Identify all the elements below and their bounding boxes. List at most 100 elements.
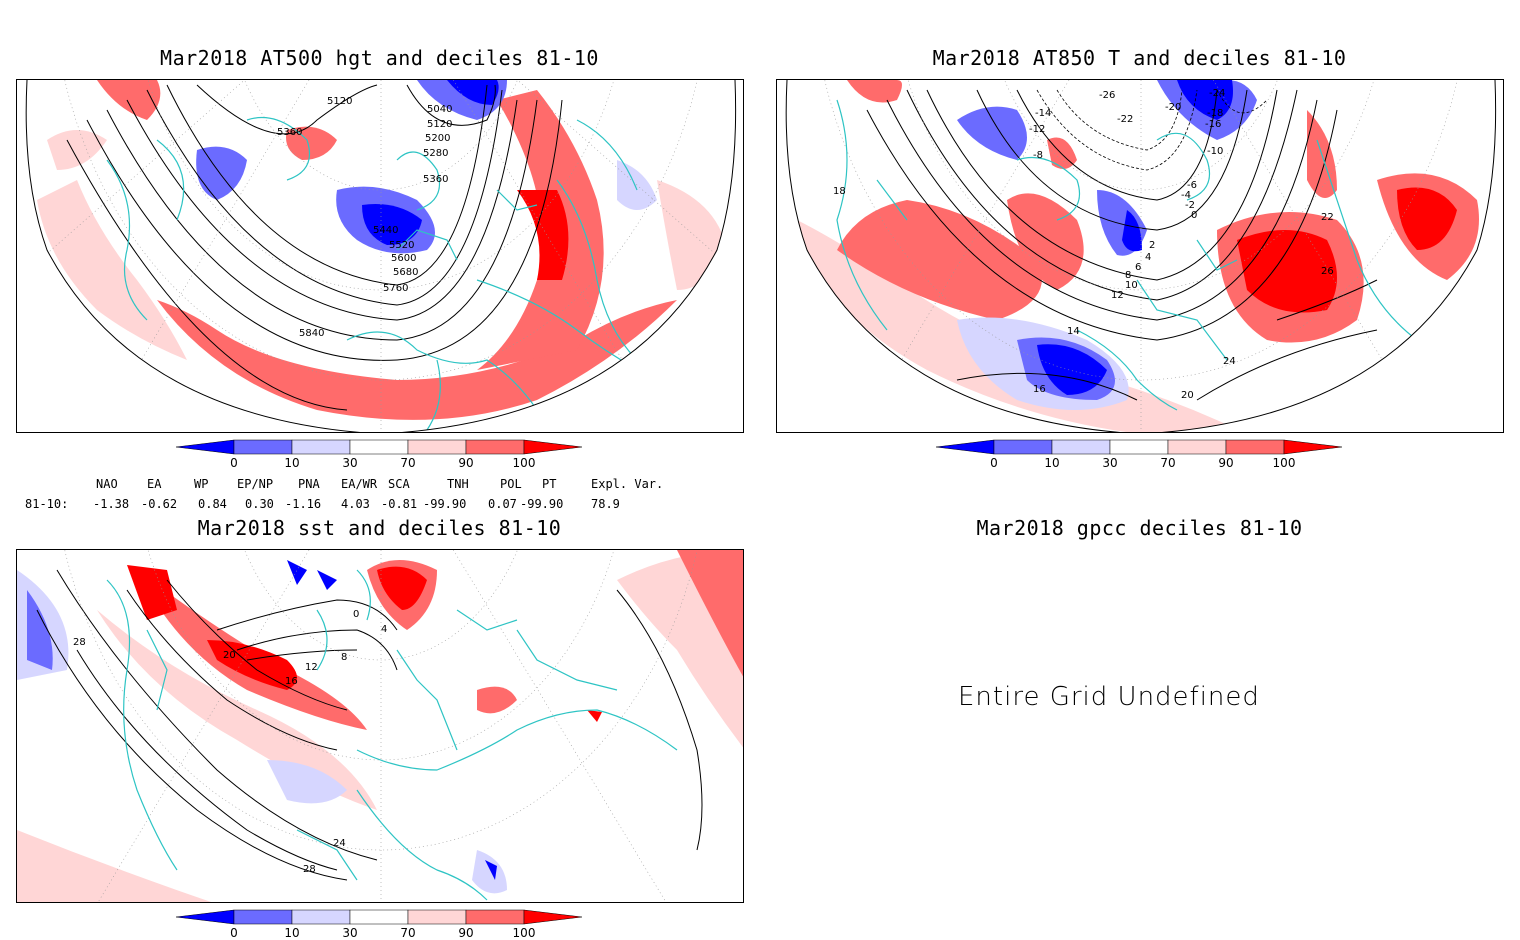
- svg-text:18: 18: [833, 186, 846, 197]
- svg-text:8: 8: [1125, 270, 1131, 281]
- svg-text:5360: 5360: [423, 174, 448, 185]
- svg-text:28: 28: [73, 637, 86, 648]
- colorbar-segment: [1109, 439, 1169, 455]
- svg-text:10: 10: [1125, 280, 1138, 291]
- colorbar-tick-label: 70: [1160, 456, 1175, 470]
- index-value: -0.62: [141, 497, 178, 511]
- sst-map-panel: 0 4 8 12 16 20 24 28 28: [16, 549, 744, 903]
- colorbar-tick-label: 0: [990, 456, 998, 470]
- index-header: SCA: [388, 477, 410, 491]
- index-value: -1.16: [285, 497, 322, 511]
- svg-text:-18: -18: [1207, 108, 1223, 119]
- svg-text:4: 4: [381, 624, 387, 635]
- colorbar-tick-label: 10: [1044, 456, 1059, 470]
- svg-text:5760: 5760: [383, 283, 408, 294]
- index-header: EA/WR: [341, 477, 378, 491]
- t850-map-panel: -26 -24 -22 -20 -18 -16 -14 -12 -10 -8 -…: [776, 79, 1504, 433]
- colorbar-tick-label: 100: [1273, 456, 1296, 470]
- sst-title: Mar2018 sst and deciles 81-10: [197, 516, 562, 540]
- colorbar-segment: [465, 909, 525, 925]
- colorbar-tick-label: 70: [400, 456, 415, 470]
- colorbar-segment: [1051, 439, 1111, 455]
- colorbar-segment: [291, 909, 351, 925]
- index-header: PNA: [298, 477, 320, 491]
- colorbar-tick-label: 90: [458, 456, 473, 470]
- colorbar-tick-label: 0: [230, 456, 238, 470]
- index-header: NAO: [96, 477, 118, 491]
- svg-text:5440: 5440: [373, 225, 398, 236]
- t850-map: -26 -24 -22 -20 -18 -16 -14 -12 -10 -8 -…: [777, 80, 1503, 432]
- svg-text:0: 0: [353, 609, 359, 620]
- index-value: -1.38: [93, 497, 130, 511]
- colorbar-tick-label: 30: [342, 926, 357, 940]
- colorbar-tick-label: 100: [513, 456, 536, 470]
- colorbar-segment: [1167, 439, 1227, 455]
- colorbar-tick-label: 70: [400, 926, 415, 940]
- index-value: 4.03: [341, 497, 370, 511]
- index-header: POL: [500, 477, 522, 491]
- index-row-label: 81-10:: [25, 497, 69, 511]
- svg-text:-2: -2: [1185, 200, 1195, 211]
- svg-text:5280: 5280: [423, 148, 448, 159]
- svg-text:5200: 5200: [425, 133, 450, 144]
- colorbar-segment: [523, 439, 583, 455]
- z500-contour-labels: 5120 5040 5120 5200 5280 5360 5360 5440 …: [277, 96, 452, 339]
- svg-text:-16: -16: [1205, 119, 1221, 130]
- svg-text:5360: 5360: [277, 127, 302, 138]
- t850-colorbar: 0 10 30 70 90 100: [936, 439, 1343, 470]
- colorbar-segment: [936, 439, 995, 455]
- colorbar-tick-label: 10: [284, 456, 299, 470]
- colorbar-segment: [993, 439, 1053, 455]
- svg-text:-26: -26: [1099, 90, 1115, 101]
- svg-text:5120: 5120: [327, 96, 352, 107]
- index-value: 0.07: [488, 497, 517, 511]
- svg-text:24: 24: [1223, 356, 1236, 367]
- svg-text:12: 12: [305, 662, 318, 673]
- z500-map: 5120 5040 5120 5200 5280 5360 5360 5440 …: [17, 80, 743, 432]
- index-header: EP/NP: [237, 477, 274, 491]
- svg-text:0: 0: [1191, 210, 1197, 221]
- sst-colorbar: 0 10 30 70 90 100: [176, 909, 583, 940]
- svg-text:16: 16: [1033, 384, 1046, 395]
- index-value: 0.84: [198, 497, 227, 511]
- svg-text:12: 12: [1111, 290, 1124, 301]
- index-value: 78.9: [591, 497, 620, 511]
- colorbar-tick-label: 30: [1102, 456, 1117, 470]
- svg-text:20: 20: [1181, 390, 1194, 401]
- svg-text:2: 2: [1149, 240, 1155, 251]
- svg-text:-20: -20: [1165, 102, 1181, 113]
- colorbar-segment: [291, 439, 351, 455]
- svg-text:-4: -4: [1181, 190, 1191, 201]
- index-header: EA: [147, 477, 162, 491]
- t850-title: Mar2018 AT850 T and deciles 81-10: [932, 46, 1347, 70]
- colorbar-tick-label: 90: [458, 926, 473, 940]
- colorbar-segment: [176, 439, 235, 455]
- svg-text:6: 6: [1135, 262, 1141, 273]
- colorbar-segment: [1283, 439, 1343, 455]
- svg-text:14: 14: [1067, 326, 1080, 337]
- colorbar-segment: [407, 439, 467, 455]
- z500-map-panel: 5120 5040 5120 5200 5280 5360 5360 5440 …: [16, 79, 744, 433]
- svg-text:5520: 5520: [389, 240, 414, 251]
- colorbar-segment: [233, 439, 293, 455]
- colorbar-segment: [407, 909, 467, 925]
- colorbar-tick-label: 10: [284, 926, 299, 940]
- gpcc-undefined-message: Entire Grid Undefined: [958, 682, 1260, 712]
- svg-text:-14: -14: [1035, 108, 1051, 119]
- colorbar-segment: [349, 909, 409, 925]
- svg-text:4: 4: [1145, 252, 1151, 263]
- svg-text:-24: -24: [1209, 88, 1225, 99]
- index-value: -99.90: [520, 497, 564, 511]
- colorbar-segment: [349, 439, 409, 455]
- colorbar-tick-label: 100: [513, 926, 536, 940]
- z500-colorbar: 0 10 30 70 90 100: [176, 439, 583, 470]
- colorbar-segment: [1225, 439, 1285, 455]
- index-header: TNH: [447, 477, 469, 491]
- svg-text:5680: 5680: [393, 267, 418, 278]
- colorbar-tick-label: 0: [230, 926, 238, 940]
- z500-title: Mar2018 AT500 hgt and deciles 81-10: [160, 46, 599, 70]
- sst-map: 0 4 8 12 16 20 24 28 28: [17, 550, 743, 902]
- gpcc-title: Mar2018 gpcc deciles 81-10: [976, 516, 1303, 540]
- svg-text:28: 28: [303, 864, 316, 875]
- index-header: Expl. Var.: [591, 477, 664, 491]
